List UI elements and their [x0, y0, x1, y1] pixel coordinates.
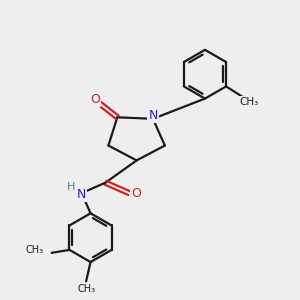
- Text: CH₃: CH₃: [77, 284, 95, 294]
- Text: N: N: [77, 188, 86, 201]
- Text: CH₃: CH₃: [239, 97, 259, 107]
- Text: N: N: [148, 109, 158, 122]
- Text: H: H: [67, 182, 75, 192]
- Text: O: O: [90, 93, 100, 106]
- Text: CH₃: CH₃: [25, 245, 43, 255]
- Text: O: O: [131, 187, 141, 200]
